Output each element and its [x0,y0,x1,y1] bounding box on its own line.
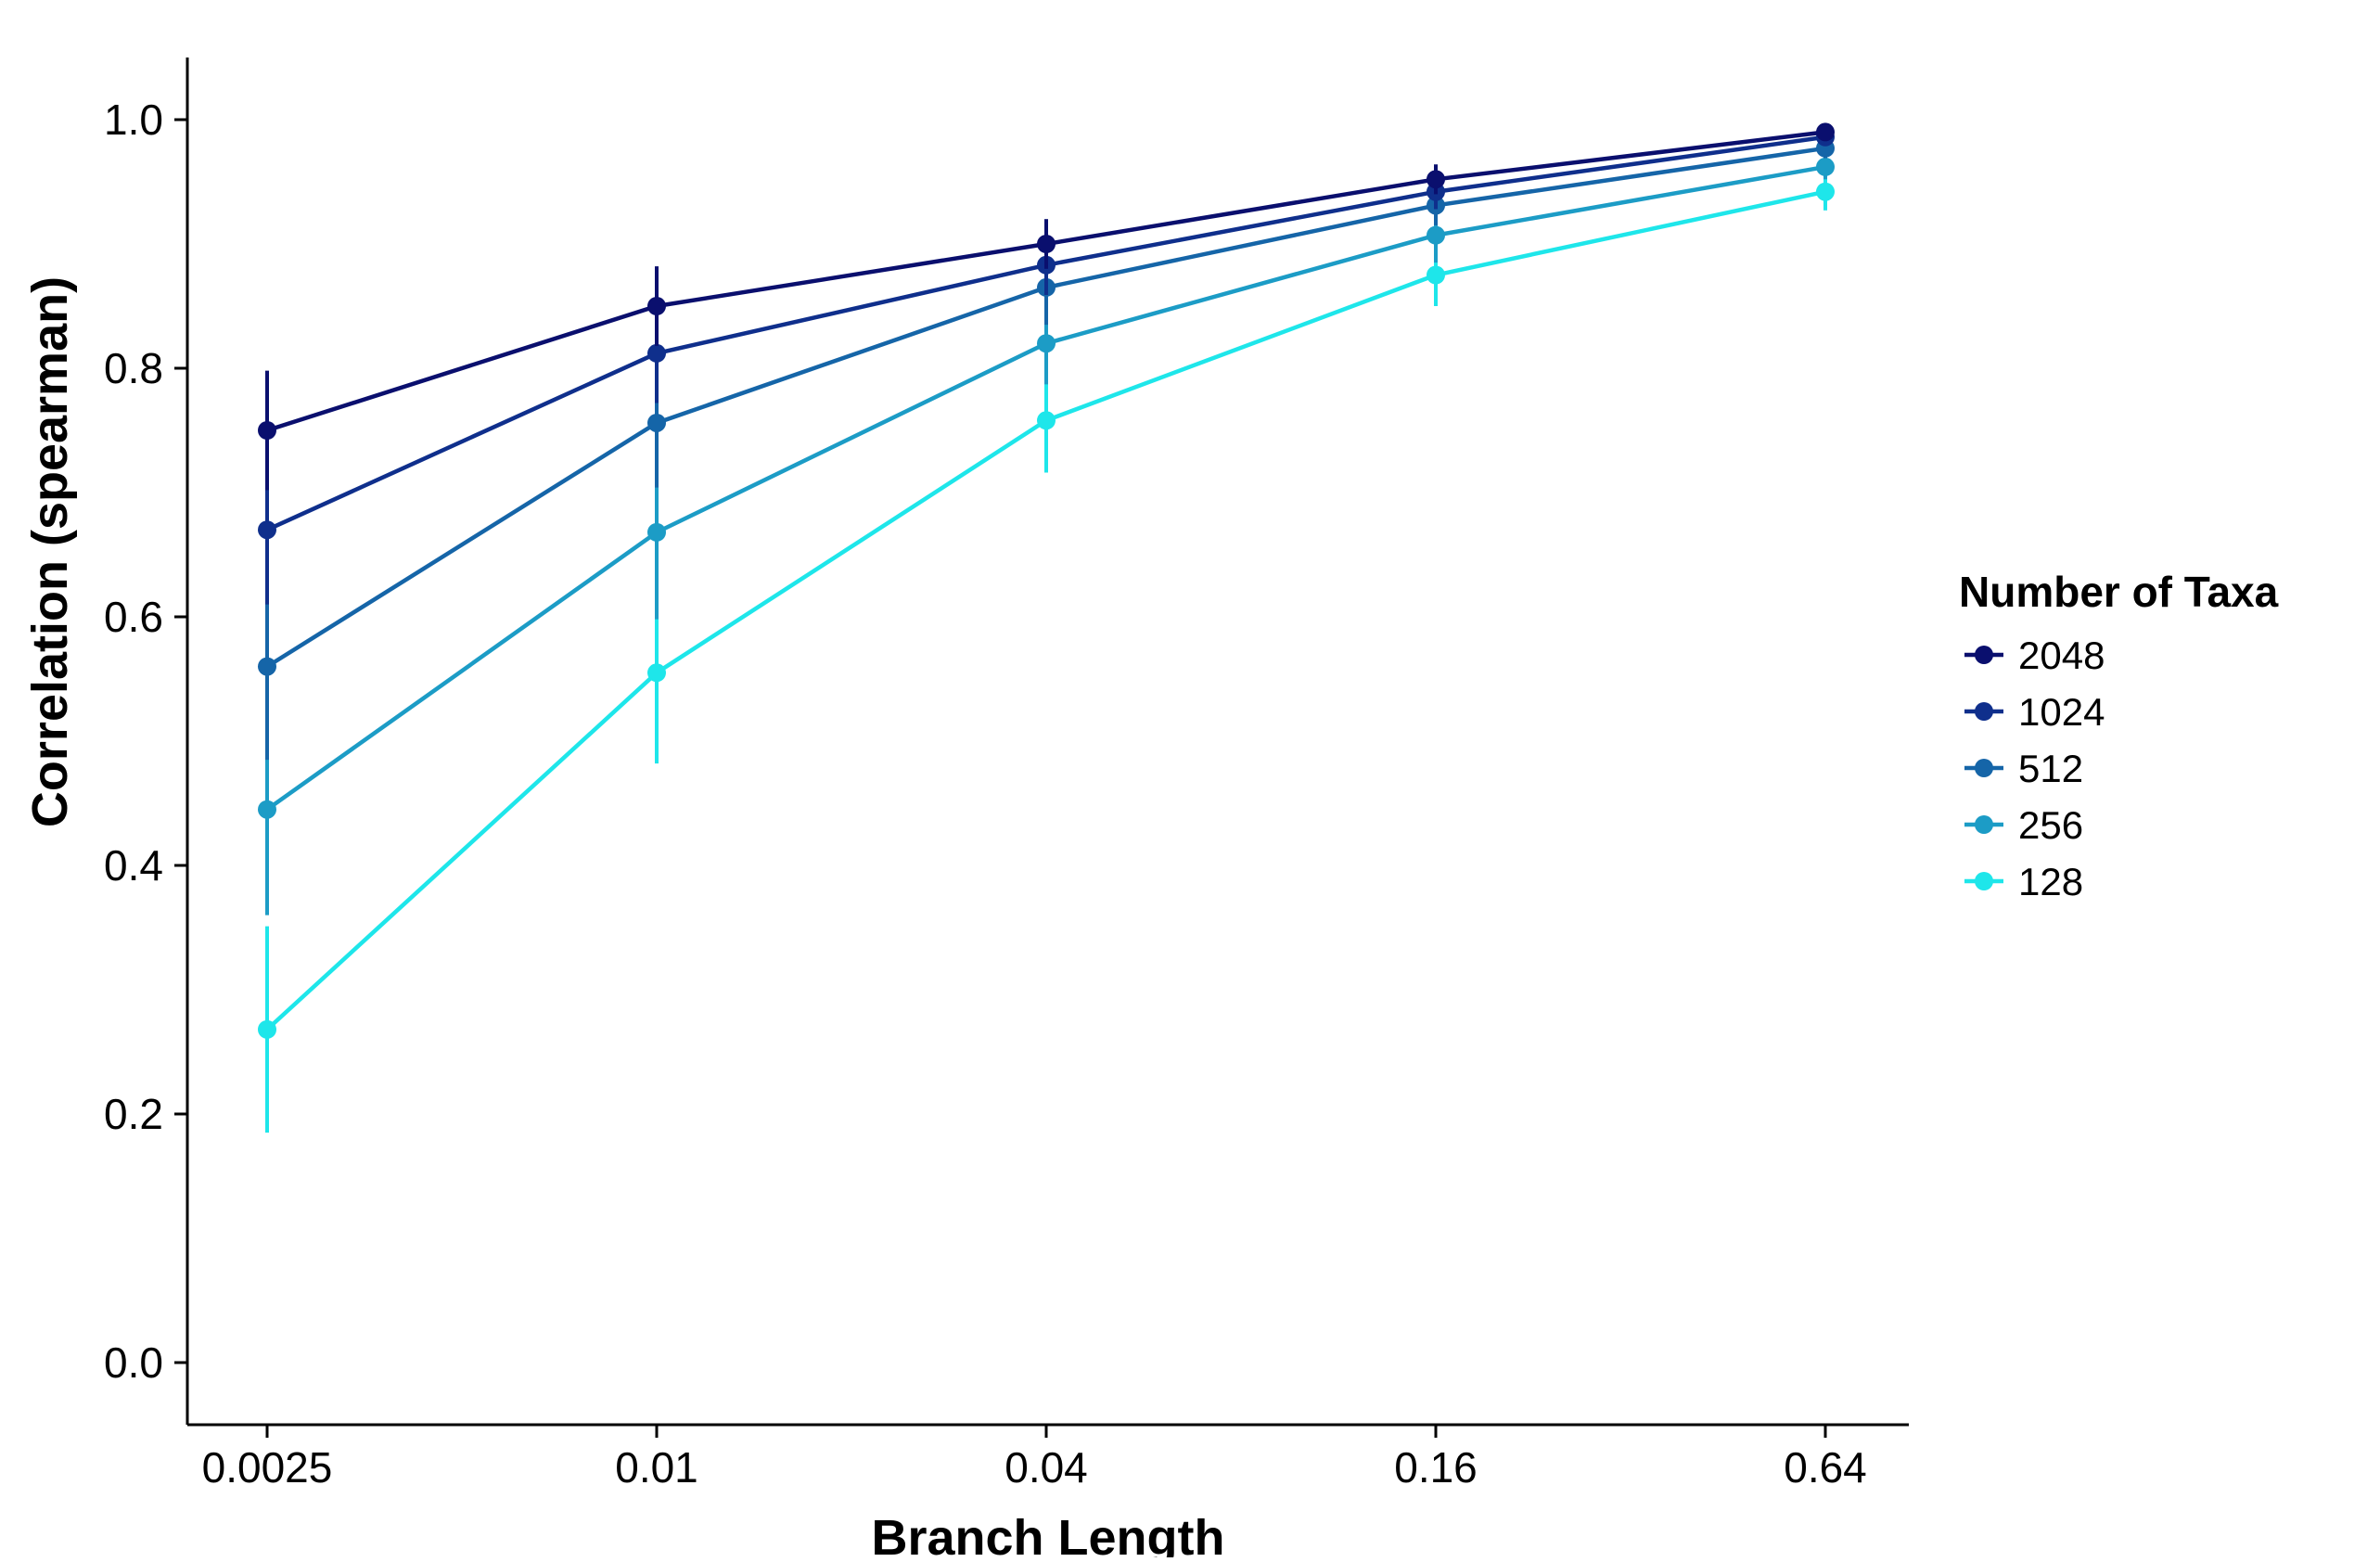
data-point [258,1019,276,1039]
legend-item-1024: 1024 [1964,690,2105,734]
axes [186,58,1909,1427]
legend-key-point [1975,702,1993,721]
legend-item-2048: 2048 [1964,634,2105,677]
data-point [258,657,276,676]
data-point [647,297,666,315]
series-group [258,122,1835,1133]
data-point [1816,182,1835,201]
data-point [1037,411,1056,430]
legend-key-point [1975,815,1993,834]
legend-item-256: 256 [1964,803,2083,847]
legend-item-128: 128 [1964,860,2083,903]
data-point [1816,157,1835,176]
legend-key-point [1975,759,1993,777]
legend-item-512: 512 [1964,747,2083,790]
legend-title: Number of Taxa [1959,568,2279,616]
data-point [258,520,276,540]
data-point [1037,334,1056,353]
data-point [647,522,666,542]
x-axis-ticks: 0.0025 0.01 0.04 0.16 0.64 [202,1425,1867,1492]
legend-label: 256 [2018,803,2083,847]
x-tick-label: 0.01 [615,1443,698,1492]
y-tick-label: 0.2 [104,1090,163,1138]
x-tick-label: 0.04 [1004,1443,1088,1492]
data-point [1427,170,1445,189]
y-tick-label: 0.6 [104,593,163,641]
data-point [1427,225,1445,245]
y-tick-label: 0.0 [104,1338,163,1387]
y-tick-label: 0.4 [104,841,163,890]
y-tick-label: 0.8 [104,344,163,392]
legend-label: 2048 [2018,634,2105,677]
x-tick-label: 0.0025 [202,1443,333,1492]
legend-label: 1024 [2018,690,2105,734]
data-point [1816,122,1835,142]
data-point [647,343,666,363]
data-point [258,800,276,819]
legend: Number of Taxa 2048 1024 512 256 128 [1959,568,2279,903]
x-tick-label: 0.16 [1394,1443,1478,1492]
data-point [258,421,276,440]
x-tick-label: 0.64 [1784,1443,1867,1492]
legend-key-point [1975,646,1993,664]
x-axis-title: Branch Length [871,1510,1224,1557]
legend-key-point [1975,872,1993,890]
legend-label: 128 [2018,860,2083,903]
series-128 [258,173,1835,1133]
data-point [647,663,666,683]
y-axis-title: Correlation (spearman) [22,276,78,827]
data-point [1427,265,1445,285]
data-point [647,413,666,432]
data-point [1037,235,1056,253]
series-2048 [258,122,1835,491]
y-axis-ticks: 0.0 0.2 0.4 0.6 0.8 1.0 [104,96,187,1387]
y-tick-label: 1.0 [104,96,163,144]
legend-label: 512 [2018,747,2083,790]
